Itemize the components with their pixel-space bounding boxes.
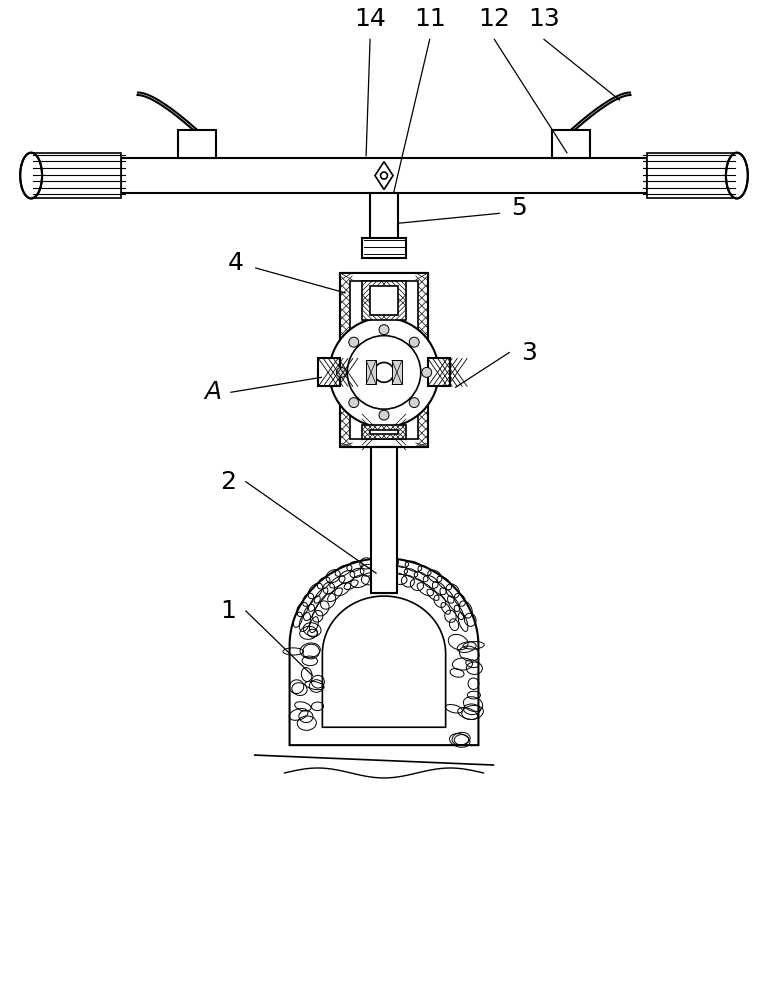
Ellipse shape (726, 153, 748, 198)
Text: 4: 4 (228, 251, 244, 275)
Circle shape (379, 410, 389, 420)
Circle shape (336, 367, 346, 377)
Bar (392, 360, 402, 384)
Ellipse shape (20, 153, 42, 198)
Bar (178, 130, 216, 158)
Text: 2: 2 (220, 470, 236, 494)
Bar (350, 281, 418, 439)
Bar (371, 447, 397, 593)
Bar (31, 153, 121, 198)
Circle shape (347, 336, 421, 409)
Circle shape (379, 325, 389, 335)
Text: 13: 13 (528, 7, 560, 31)
Circle shape (422, 367, 432, 377)
Bar (341, 274, 427, 446)
Polygon shape (375, 162, 393, 189)
Text: 5: 5 (511, 196, 527, 220)
Text: 12: 12 (478, 7, 510, 31)
Bar (370, 193, 398, 258)
Bar (362, 425, 406, 439)
Text: 14: 14 (354, 7, 386, 31)
Bar (362, 238, 406, 258)
Circle shape (349, 398, 359, 408)
Polygon shape (290, 558, 478, 745)
Polygon shape (323, 596, 445, 727)
Text: 3: 3 (521, 341, 537, 365)
Circle shape (349, 337, 359, 347)
Bar (366, 360, 376, 384)
Bar (340, 273, 428, 447)
Bar (370, 430, 398, 434)
Text: A: A (204, 380, 221, 404)
Circle shape (374, 362, 394, 382)
Bar (428, 358, 449, 386)
Bar (319, 358, 340, 386)
Text: 1: 1 (220, 599, 236, 623)
Text: 11: 11 (414, 7, 445, 31)
Bar (370, 286, 398, 315)
Circle shape (380, 172, 388, 179)
Bar (340, 273, 428, 447)
Bar (552, 130, 590, 158)
Bar (647, 153, 737, 198)
Bar (362, 281, 406, 320)
Bar (121, 158, 647, 193)
Circle shape (409, 337, 419, 347)
Circle shape (329, 318, 439, 427)
Circle shape (409, 398, 419, 408)
